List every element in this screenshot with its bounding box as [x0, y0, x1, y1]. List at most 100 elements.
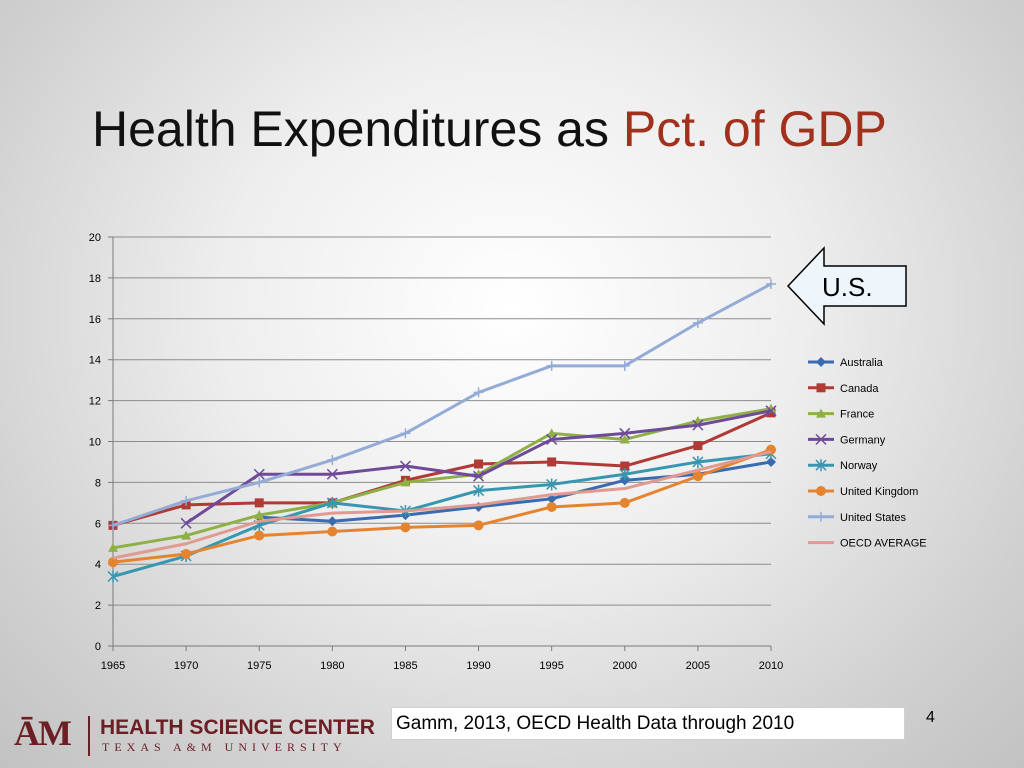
x-tick-label: 1995 [539, 660, 563, 672]
logo-line1: HEALTH SCIENCE CENTER [100, 716, 375, 739]
series-oecd-average [112, 450, 772, 560]
legend-entry-germany: Germany [808, 433, 886, 446]
grid-lines [113, 236, 771, 647]
y-tick-label: 8 [95, 477, 101, 489]
data-point-united-states [473, 387, 484, 398]
data-point-canada [620, 461, 630, 471]
x-tick-label: 1975 [247, 660, 271, 672]
data-point-france [254, 510, 265, 520]
data-point-canada [766, 408, 776, 418]
series-line-norway [112, 452, 772, 578]
data-point-united-states [692, 317, 703, 328]
data-point-germany [473, 470, 485, 482]
data-point-australia [327, 516, 338, 527]
data-point-germany [619, 427, 631, 439]
data-point-germany [765, 405, 777, 417]
data-point-norway [619, 468, 631, 481]
legend-marker-united-states [816, 511, 826, 522]
legend-entry-australia: Australia [808, 357, 884, 369]
series-line-australia [259, 460, 772, 523]
y-tick-label: 20 [89, 232, 101, 244]
logo-line2: TEXAS A&M UNIVERSITY [102, 740, 347, 754]
x-tick-label: 1990 [466, 660, 490, 672]
legend-marker-norway [815, 459, 827, 472]
data-point-united-kingdom [254, 530, 265, 541]
title-main: Health Expenditures as [92, 101, 623, 157]
data-point-united-kingdom [692, 471, 703, 482]
data-point-canada [693, 441, 703, 451]
data-point-united-kingdom [181, 548, 192, 559]
source-citation: Gamm, 2013, OECD Health Data through 201… [391, 707, 905, 740]
data-point-united-states [546, 360, 557, 371]
data-point-united-kingdom [546, 501, 557, 512]
x-tick-label: 1985 [393, 660, 417, 672]
legend-label: Australia [840, 357, 884, 369]
legend-label: United States [840, 512, 907, 524]
data-point-france [181, 530, 192, 540]
series-line-united-states [112, 282, 772, 527]
legend-marker-australia [816, 357, 826, 367]
data-point-norway [473, 484, 485, 497]
data-point-australia [619, 475, 630, 486]
y-tick-label: 4 [95, 559, 101, 571]
legend-entry-oecd-average: OECD AVERAGE [808, 538, 927, 550]
university-logo: ĀM HEALTH SCIENCE CENTER TEXAS A&M UNIVE… [14, 712, 375, 760]
data-point-canada [254, 498, 264, 508]
logo-mark: ĀM [14, 713, 72, 753]
legend: Australia Canada France Germany Norway United… [808, 357, 927, 550]
data-point-united-states [108, 520, 118, 531]
data-point-norway [692, 455, 704, 468]
series-lines [107, 279, 777, 583]
legend-marker-france [816, 408, 826, 418]
legend-entry-united-kingdom: United Kingdom [808, 486, 918, 498]
legend-entry-france: France [808, 408, 874, 421]
data-point-canada [474, 459, 484, 469]
legend-marker-united-kingdom [816, 486, 826, 496]
legend-entry-united-states: United States [808, 512, 907, 524]
slide-title: Health Expenditures as Pct. of GDP [92, 100, 887, 158]
data-point-united-kingdom [327, 526, 338, 537]
legend-marker-canada [816, 383, 826, 393]
y-tick-label: 0 [95, 641, 101, 653]
callout-label: U.S. [822, 272, 873, 302]
data-point-australia [766, 456, 776, 467]
data-point-united-states [181, 495, 192, 506]
data-point-united-states [400, 428, 411, 439]
legend-label: Germany [840, 434, 886, 446]
series-united-kingdom [108, 444, 776, 568]
data-point-france [400, 477, 411, 487]
page-number: 4 [926, 709, 935, 726]
legend-label: United Kingdom [840, 486, 918, 498]
data-point-canada [547, 457, 557, 467]
series-line-united-kingdom [112, 448, 772, 564]
logo-divider [88, 716, 90, 756]
y-tick-label: 16 [89, 314, 101, 326]
data-point-norway [326, 496, 338, 509]
legend-marker-germany [815, 433, 827, 445]
series-line-oecd-average [112, 450, 772, 560]
data-point-germany [253, 468, 265, 480]
y-tick-label: 10 [89, 437, 101, 449]
data-point-united-states [766, 279, 776, 290]
x-tick-label: 2005 [686, 660, 710, 672]
data-point-france [108, 542, 118, 552]
x-tick-label: 1965 [101, 660, 125, 672]
legend-label: France [840, 409, 874, 421]
x-tick-label: 1980 [320, 660, 344, 672]
y-tick-label: 6 [95, 518, 101, 530]
x-tick-label: 1970 [174, 660, 198, 672]
data-point-france [546, 428, 557, 438]
series-united-states [108, 279, 776, 531]
data-point-norway [546, 478, 558, 491]
y-tick-label: 2 [95, 600, 101, 612]
axes: 0 2 4 6 8 10 12 14 16 18 20 1965 1970 1975 1980 1985 199… [89, 232, 783, 672]
y-tick-label: 18 [89, 273, 101, 285]
legend-entry-norway: Norway [808, 459, 878, 472]
data-point-united-states [619, 360, 630, 371]
data-point-germany [326, 468, 338, 480]
legend-label: Canada [840, 383, 879, 395]
legend-entry-canada: Canada [808, 383, 879, 395]
data-point-united-kingdom [400, 522, 411, 533]
legend-label: OECD AVERAGE [840, 538, 927, 550]
